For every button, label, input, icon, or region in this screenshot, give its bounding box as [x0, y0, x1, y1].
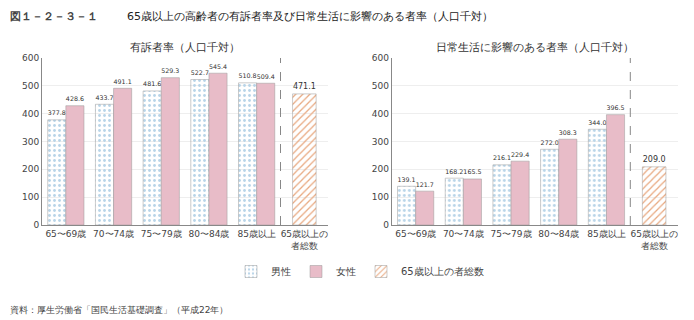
svg-text:80〜84歳: 80〜84歳 — [538, 229, 579, 239]
svg-text:396.5: 396.5 — [606, 104, 624, 111]
svg-text:433.7: 433.7 — [95, 94, 113, 101]
svg-text:65歳以上の者総数: 65歳以上の者総数 — [630, 229, 677, 251]
svg-text:300: 300 — [372, 137, 389, 147]
svg-text:529.3: 529.3 — [161, 67, 179, 74]
svg-text:75〜79歳: 75〜79歳 — [491, 229, 532, 239]
svg-text:65〜69歳: 65〜69歳 — [45, 229, 86, 239]
svg-text:216.1: 216.1 — [493, 154, 511, 161]
svg-text:428.6: 428.6 — [66, 95, 84, 102]
svg-text:139.1: 139.1 — [398, 176, 416, 183]
svg-text:600: 600 — [22, 53, 39, 63]
svg-text:85歳以上: 85歳以上 — [237, 229, 275, 239]
svg-text:400: 400 — [372, 109, 389, 119]
svg-text:377.8: 377.8 — [48, 109, 66, 116]
svg-text:100: 100 — [22, 192, 39, 202]
svg-text:65歳以上の者総数: 65歳以上の者総数 — [281, 229, 328, 251]
svg-text:509.4: 509.4 — [257, 73, 275, 80]
svg-text:308.3: 308.3 — [559, 129, 577, 136]
svg-text:229.4: 229.4 — [511, 151, 529, 158]
svg-text:500: 500 — [372, 81, 389, 91]
svg-text:日常生活に影響のある者率（人口千対）: 日常生活に影響のある者率（人口千対） — [436, 41, 634, 54]
svg-text:121.7: 121.7 — [416, 181, 434, 188]
svg-text:165.5: 165.5 — [463, 168, 481, 175]
svg-text:65歳以上の高齢者の有訴者率及び日常生活に影響のある者率（人: 65歳以上の高齢者の有訴者率及び日常生活に影響のある者率（人口千対） — [127, 10, 493, 23]
svg-text:女性: 女性 — [336, 266, 356, 277]
svg-text:65〜69歳: 65〜69歳 — [395, 229, 436, 239]
svg-text:209.0: 209.0 — [643, 155, 666, 164]
svg-text:200: 200 — [372, 164, 389, 174]
svg-text:510.8: 510.8 — [239, 72, 257, 79]
svg-text:545.4: 545.4 — [209, 63, 227, 70]
svg-text:80〜84歳: 80〜84歳 — [188, 229, 229, 239]
svg-text:522.7: 522.7 — [191, 69, 209, 76]
svg-text:100: 100 — [372, 192, 389, 202]
svg-text:168.2: 168.2 — [445, 168, 463, 175]
svg-text:200: 200 — [22, 164, 39, 174]
svg-text:65歳以上の者総数: 65歳以上の者総数 — [401, 266, 484, 277]
svg-text:85歳以上: 85歳以上 — [587, 229, 625, 239]
svg-text:491.1: 491.1 — [114, 78, 132, 85]
svg-text:70〜74歳: 70〜74歳 — [93, 229, 134, 239]
svg-text:481.6: 481.6 — [143, 80, 161, 87]
svg-text:資料：厚生労働省「国民生活基礎調査」（平成22年）: 資料：厚生労働省「国民生活基礎調査」（平成22年） — [10, 305, 228, 315]
svg-text:男性: 男性 — [271, 266, 291, 277]
svg-text:272.0: 272.0 — [541, 139, 559, 146]
svg-text:300: 300 — [22, 137, 39, 147]
svg-text:70〜74歳: 70〜74歳 — [443, 229, 484, 239]
svg-text:有訴者率（人口千対）: 有訴者率（人口千対） — [130, 41, 240, 54]
svg-text:0: 0 — [33, 220, 39, 230]
svg-text:600: 600 — [372, 53, 389, 63]
svg-text:400: 400 — [22, 109, 39, 119]
svg-text:75〜79歳: 75〜79歳 — [141, 229, 182, 239]
svg-text:344.0: 344.0 — [588, 119, 606, 126]
svg-text:471.1: 471.1 — [293, 82, 316, 91]
svg-text:500: 500 — [22, 81, 39, 91]
svg-text:0: 0 — [383, 220, 389, 230]
svg-text:図１－２－３－１: 図１－２－３－１ — [10, 10, 98, 23]
